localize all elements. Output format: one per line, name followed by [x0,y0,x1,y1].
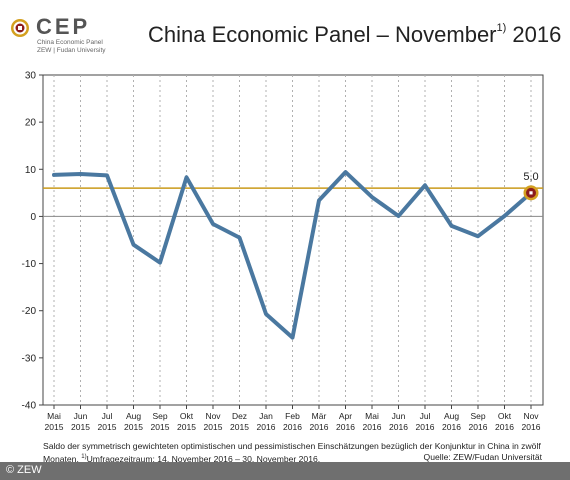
logo-subtitle-line2: ZEW | Fudan University [37,47,106,54]
y-tick-label: 10 [25,165,37,176]
chart-title-year: 2016 [512,22,562,47]
series-line [52,170,533,340]
data-point [371,196,374,199]
x-tick-label-month: Jun [74,411,88,421]
x-tick-label-month: Sep [152,411,167,421]
data-point [212,222,215,225]
data-point [477,235,480,238]
x-tick-label-year: 2016 [442,422,461,432]
x-tick-label-year: 2015 [98,422,117,432]
data-point [318,199,321,202]
data-point [159,261,162,264]
x-tick-label-year: 2015 [230,422,249,432]
copyright-notice: © ZEW [6,464,42,476]
y-tick-label: -40 [22,401,37,412]
data-point [344,171,347,174]
x-tick-label-year: 2016 [310,422,329,432]
data-point [503,214,506,217]
x-tick-label-month: Dez [232,411,247,421]
y-tick-label: -20 [22,306,37,317]
x-tick-label-year: 2016 [495,422,514,432]
x-tick-label-year: 2016 [469,422,488,432]
logo-wordmark: CEP [36,14,91,39]
data-point [238,236,241,239]
x-tick-label-month: Aug [126,411,141,421]
chart-source: Quelle: ZEW/Fudan Universität [423,452,542,462]
x-tick-label-year: 2016 [389,422,408,432]
x-tick-label-month: Okt [180,411,194,421]
x-tick-label-month: Jul [102,411,113,421]
caption-text: Saldo der symmetrisch gewichteten optimi… [43,441,541,464]
line-chart: 3020100-10-20-30-40Mai2015Jun2015Jul2015… [22,71,544,432]
logo-subtitle-line1: China Economic Panel [37,39,103,46]
x-tick-label-month: Nov [205,411,221,421]
caption-survey-period: Umfragezeitraum: 14. November 2016 – 30.… [86,453,321,464]
data-point [132,243,135,246]
data-point [291,336,294,339]
x-tick-label-year: 2015 [204,422,223,432]
x-tick-label-month: Feb [285,411,300,421]
x-tick-label-month: Aug [444,411,459,421]
data-point [53,173,56,176]
last-value-label: 5,0 [523,171,538,183]
x-tick-label-month: Jan [259,411,273,421]
x-tick-label-year: 2015 [177,422,196,432]
x-tick-label-month: Jun [392,411,406,421]
y-tick-label: 20 [25,118,37,129]
x-tick-label-year: 2016 [257,422,276,432]
x-tick-label-month: Mai [47,411,61,421]
chart-title-footnote: 1) [496,21,507,34]
x-tick-label-year: 2015 [71,422,90,432]
x-tick-label-month: Jul [420,411,431,421]
data-point [265,313,268,316]
chart-title: China Economic Panel – November1) 2016 [148,22,561,48]
x-tick-label-year: 2015 [124,422,143,432]
data-point [424,184,427,187]
data-point [106,174,109,177]
x-tick-label-month: Nov [523,411,539,421]
y-tick-label: 30 [25,71,37,82]
chart-caption: Saldo der symmetrisch gewichteten optimi… [43,441,553,465]
y-tick-label: -30 [22,353,37,364]
x-tick-label-month: Okt [498,411,512,421]
x-tick-label-year: 2016 [283,422,302,432]
y-tick-label: -10 [22,259,37,270]
x-tick-label-month: Mai [365,411,379,421]
data-point [79,173,82,176]
x-tick-label-year: 2016 [522,422,541,432]
footer-bar: © ZEW [0,462,570,480]
x-tick-label-year: 2015 [45,422,64,432]
x-tick-label-year: 2016 [363,422,382,432]
x-tick-label-year: 2016 [336,422,355,432]
x-tick-label-month: Sep [470,411,485,421]
cep-logo: CEP China Economic Panel ZEW | Fudan Uni… [8,12,128,54]
y-tick-label: 0 [30,212,36,223]
cep-logo-mark-icon [11,19,29,37]
data-point [185,176,188,179]
chart-title-main: China Economic Panel – November [148,22,497,47]
last-value-marker-center [529,191,533,195]
data-point [397,214,400,217]
x-tick-label-month: Apr [339,411,352,421]
data-point [450,224,453,227]
x-tick-label-month: Mär [312,411,327,421]
x-tick-label-year: 2015 [151,422,170,432]
x-tick-label-year: 2016 [416,422,435,432]
caption-footnote-mark: 1) [81,454,87,460]
